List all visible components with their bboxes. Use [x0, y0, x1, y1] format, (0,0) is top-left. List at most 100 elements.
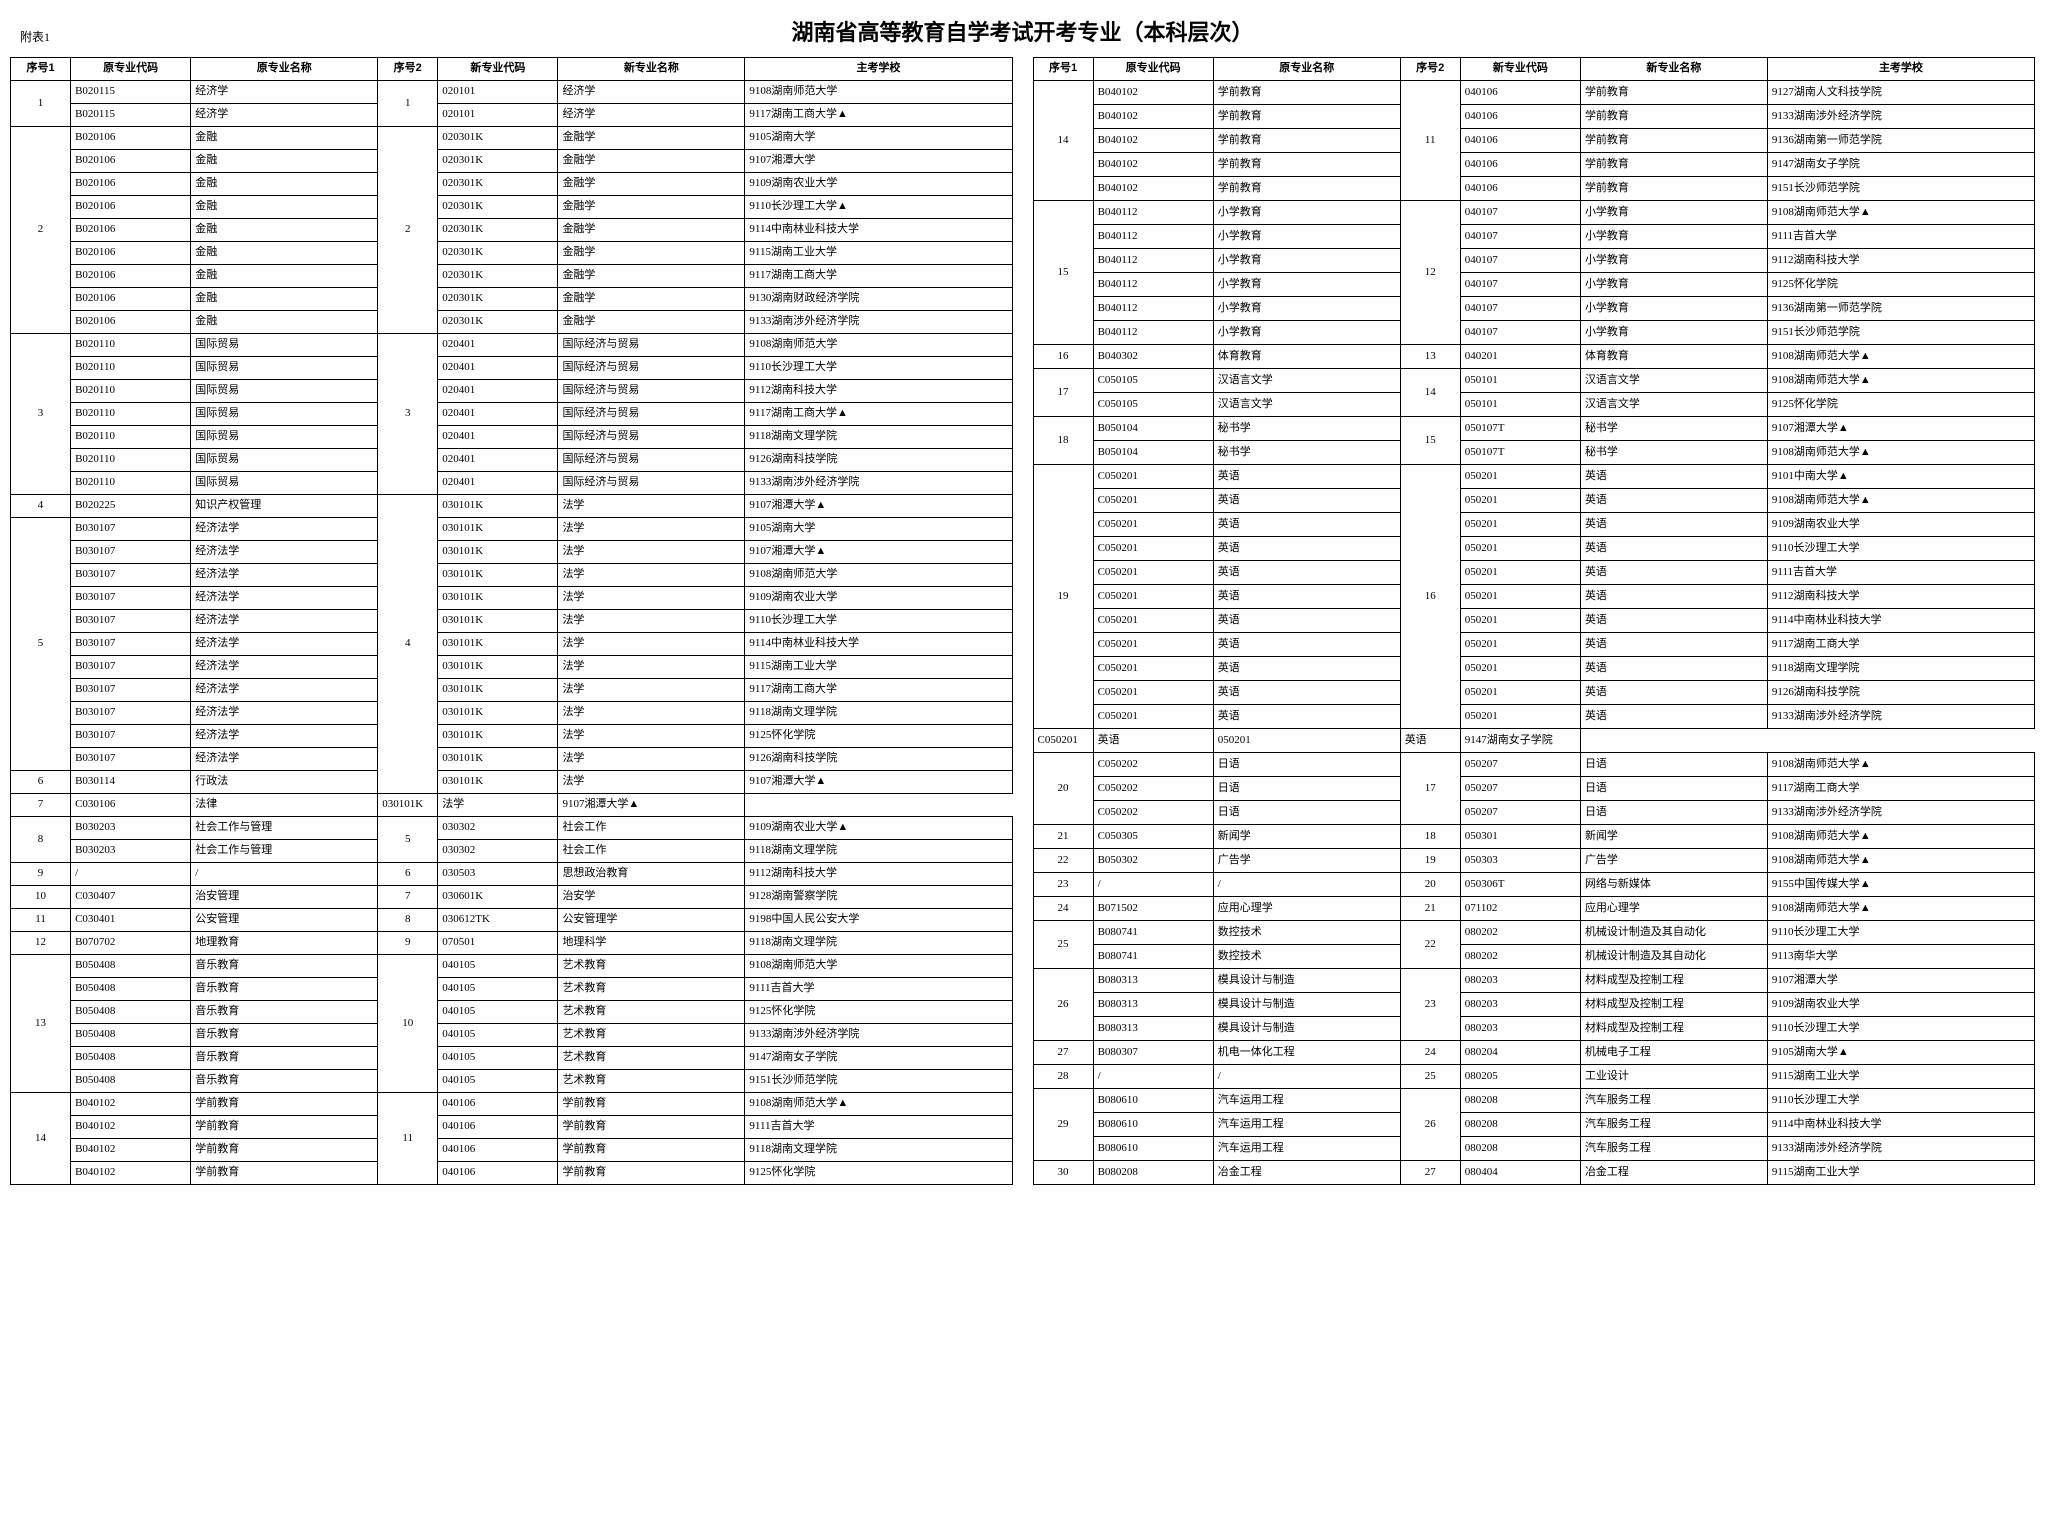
new-code-cell: 020401	[438, 472, 558, 495]
table-row: B080741数控技术080202机械设计制造及其自动化9113南华大学	[1033, 945, 2035, 969]
new-code-cell: 040107	[1460, 249, 1580, 273]
new-code-cell: 040106	[1460, 153, 1580, 177]
old-name-cell: 金融	[191, 242, 378, 265]
old-code-cell: B040112	[1093, 297, 1213, 321]
table-row: B030107经济法学030101K法学9126湖南科技学院	[11, 748, 1013, 771]
school-cell: 9110长沙理工大学▲	[745, 196, 1012, 219]
old-code-cell: B050408	[71, 1024, 191, 1047]
old-code-cell: B030114	[71, 771, 191, 794]
new-code-cell: 050201	[1460, 681, 1580, 705]
new-name-cell: 英语	[1580, 489, 1767, 513]
new-code-cell: 020301K	[438, 196, 558, 219]
table-row: B020110国际贸易020401国际经济与贸易9117湖南工商大学▲	[11, 403, 1013, 426]
table-row: C050201英语050201英语9112湖南科技大学	[1033, 585, 2035, 609]
table-row: B050408音乐教育040105艺术教育9125怀化学院	[11, 1001, 1013, 1024]
old-name-cell: 应用心理学	[1213, 897, 1400, 921]
old-code-cell: C030401	[71, 909, 191, 932]
new-code-cell: 030101K	[438, 748, 558, 771]
old-name-cell: 汉语言文学	[1213, 369, 1400, 393]
table-row: B030107经济法学030101K法学9118湖南文理学院	[11, 702, 1013, 725]
school-cell: 9117湖南工商大学	[1767, 633, 2034, 657]
new-name-cell: 法学	[558, 725, 745, 748]
majors-table-right: 序号1原专业代码原专业名称序号2新专业代码新专业名称主考学校 14B040102…	[1033, 57, 2036, 1185]
school-cell: 9105湖南大学	[745, 127, 1012, 150]
new-name-cell: 英语	[1580, 537, 1767, 561]
new-code-cell: 040107	[1460, 225, 1580, 249]
new-name-cell: 治安学	[558, 886, 745, 909]
col-header: 序号2	[1400, 58, 1460, 81]
new-name-cell: 日语	[1580, 753, 1767, 777]
new-code-cell: 080202	[1460, 945, 1580, 969]
table-row: B030107经济法学030101K法学9108湖南师范大学	[11, 564, 1013, 587]
seq1-cell: 11	[11, 909, 71, 932]
new-code-cell: 030101K	[438, 633, 558, 656]
old-code-cell: B050408	[71, 1070, 191, 1093]
table-row: 3B020110国际贸易3020401国际经济与贸易9108湖南师范大学	[11, 334, 1013, 357]
new-code-cell: 030503	[438, 863, 558, 886]
old-name-cell: 广告学	[1213, 849, 1400, 873]
old-name-cell: 模具设计与制造	[1213, 969, 1400, 993]
table-header-row: 序号1原专业代码原专业名称序号2新专业代码新专业名称主考学校	[11, 58, 1013, 81]
seq2-cell: 9	[378, 932, 438, 955]
old-code-cell: C030106	[71, 794, 191, 817]
old-code-cell: B020106	[71, 219, 191, 242]
old-name-cell: 经济法学	[191, 702, 378, 725]
old-code-cell: B040112	[1093, 273, 1213, 297]
table-row: B080313模具设计与制造080203材料成型及控制工程9110长沙理工大学	[1033, 1017, 2035, 1041]
new-code-cell: 050201	[1460, 633, 1580, 657]
seq1-cell: 6	[11, 771, 71, 794]
old-name-cell: 经济法学	[191, 541, 378, 564]
new-name-cell: 金融学	[558, 127, 745, 150]
old-code-cell: B080741	[1093, 945, 1213, 969]
col-header: 主考学校	[1767, 58, 2034, 81]
old-code-cell: B040102	[1093, 129, 1213, 153]
seq2-cell: 10	[378, 955, 438, 1093]
new-name-cell: 学前教育	[1580, 177, 1767, 201]
table-row: 5B030107经济法学030101K法学9105湖南大学	[11, 518, 1013, 541]
school-cell: 9133湖南涉外经济学院	[1767, 801, 2034, 825]
old-code-cell: C050202	[1093, 801, 1213, 825]
new-name-cell: 英语	[1580, 633, 1767, 657]
old-code-cell: B030107	[71, 679, 191, 702]
table-row: 24B071502应用心理学21071102应用心理学9108湖南师范大学▲	[1033, 897, 2035, 921]
old-code-cell: B040102	[71, 1116, 191, 1139]
seq1-cell: 18	[1033, 417, 1093, 465]
old-name-cell: 机电一体化工程	[1213, 1041, 1400, 1065]
old-code-cell: B020110	[71, 334, 191, 357]
new-name-cell: 材料成型及控制工程	[1580, 969, 1767, 993]
new-code-cell: 080202	[1460, 921, 1580, 945]
new-name-cell: 思想政治教育	[558, 863, 745, 886]
table-row: C050201英语050201英语9108湖南师范大学▲	[1033, 489, 2035, 513]
old-code-cell: B030203	[71, 817, 191, 840]
new-code-cell: 030101K	[438, 564, 558, 587]
old-name-cell: 汉语言文学	[1213, 393, 1400, 417]
new-name-cell: 机械设计制造及其自动化	[1580, 921, 1767, 945]
new-code-cell: 020401	[438, 426, 558, 449]
old-name-cell: 国际贸易	[191, 403, 378, 426]
table-row: 23//20050306T网络与新媒体9155中国传媒大学▲	[1033, 873, 2035, 897]
new-name-cell: 小学教育	[1580, 249, 1767, 273]
school-cell: 9117湖南工商大学▲	[745, 104, 1012, 127]
new-name-cell: 英语	[1580, 609, 1767, 633]
old-name-cell: 模具设计与制造	[1213, 993, 1400, 1017]
table-row: 19C050201英语16050201英语9101中南大学▲	[1033, 465, 2035, 489]
new-name-cell: 体育教育	[1580, 345, 1767, 369]
new-code-cell: 040107	[1460, 297, 1580, 321]
old-name-cell: 学前教育	[1213, 177, 1400, 201]
old-name-cell: 音乐教育	[191, 1070, 378, 1093]
new-code-cell: 030101K	[378, 794, 438, 817]
new-name-cell: 汉语言文学	[1580, 393, 1767, 417]
seq1-cell: 22	[1033, 849, 1093, 873]
new-code-cell: 030612TK	[438, 909, 558, 932]
old-code-cell: B040302	[1093, 345, 1213, 369]
old-code-cell: B050408	[71, 955, 191, 978]
school-cell: 9133湖南涉外经济学院	[1767, 705, 2034, 729]
old-name-cell: 社会工作与管理	[191, 840, 378, 863]
old-name-cell: 国际贸易	[191, 426, 378, 449]
old-name-cell: 数控技术	[1213, 945, 1400, 969]
new-code-cell: 020401	[438, 449, 558, 472]
seq1-cell: 28	[1033, 1065, 1093, 1089]
seq1-cell: 14	[1033, 81, 1093, 201]
new-name-cell: 艺术教育	[558, 955, 745, 978]
new-code-cell: 030101K	[438, 725, 558, 748]
